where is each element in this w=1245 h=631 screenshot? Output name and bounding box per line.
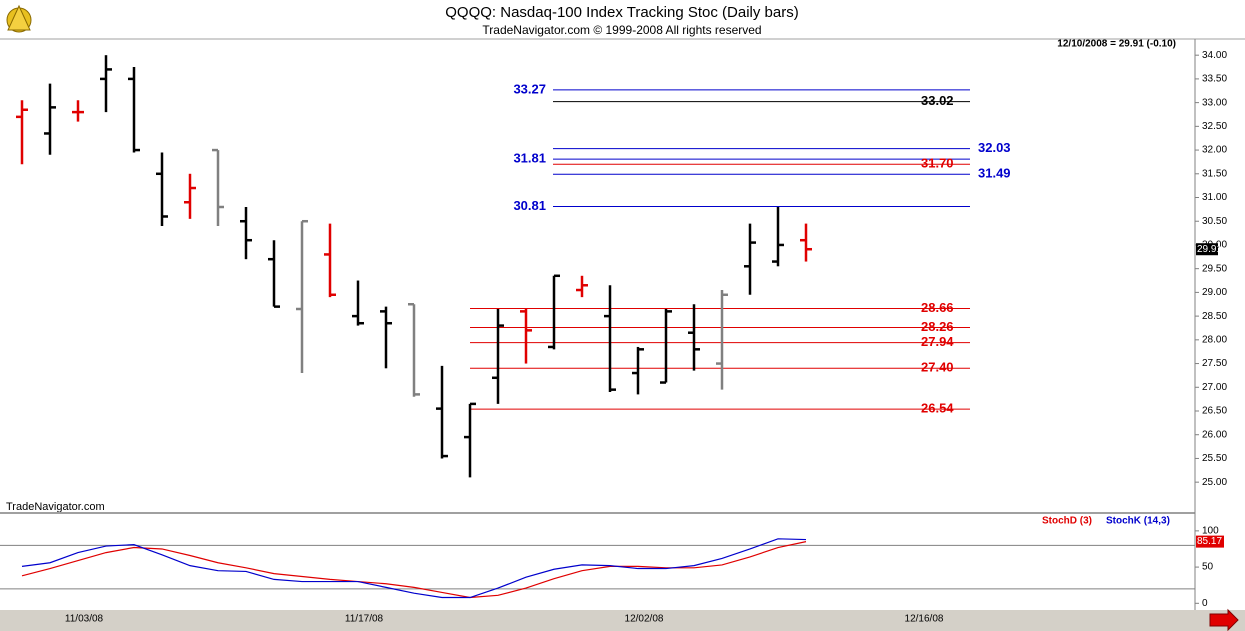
- level-label: 31.81: [513, 151, 546, 166]
- y-tick-label: 32.50: [1202, 121, 1227, 132]
- stoch-line: [21, 538, 807, 599]
- y-tick-label: 29.00: [1202, 287, 1227, 298]
- y-tick-label: 28.50: [1202, 311, 1227, 322]
- y-tick-label: 25.50: [1202, 453, 1227, 464]
- scroll-arrow[interactable]: [1209, 608, 1239, 631]
- last-price: 29.91: [1197, 244, 1222, 255]
- legend-entry: StochK (14,3): [1106, 516, 1170, 527]
- logo: [6, 4, 32, 33]
- level-label: 33.02: [921, 93, 954, 108]
- y-tick-label: 31.00: [1202, 192, 1227, 203]
- x-tick-label: 11/03/08: [65, 614, 104, 625]
- date-strip: [0, 610, 1245, 631]
- y-tick-label: 27.50: [1202, 358, 1227, 369]
- level-label: 26.54: [921, 401, 954, 416]
- y-tick-label: 100: [1202, 526, 1219, 537]
- level-label: 31.70: [921, 156, 954, 171]
- y-tick-label: 26.50: [1202, 406, 1227, 417]
- title: QQQQ: Nasdaq-100 Index Tracking Stoc (Da…: [445, 4, 798, 21]
- level-label: 33.27: [513, 81, 546, 96]
- subtitle: TradeNavigator.com © 1999-2008 All right…: [482, 23, 761, 37]
- level-label: 30.81: [513, 198, 546, 213]
- y-tick-label: 33.00: [1202, 97, 1227, 108]
- last-price-box: [1196, 243, 1218, 256]
- x-tick-label: 12/16/08: [905, 614, 944, 625]
- y-tick-label: 33.50: [1202, 74, 1227, 85]
- x-tick-label: 12/02/08: [625, 614, 664, 625]
- level-label: 28.26: [921, 319, 954, 334]
- y-tick-label: 25.00: [1202, 477, 1227, 488]
- x-tick-label: 11/17/08: [345, 614, 384, 625]
- legend-entry: StochD (3): [1042, 516, 1092, 527]
- y-tick-label: 29.50: [1202, 263, 1227, 274]
- annotation: 12/10/2008 = 29.91 (-0.10): [1057, 39, 1176, 50]
- level-label: 28.66: [921, 300, 954, 315]
- y-tick-label: 27.00: [1202, 382, 1227, 393]
- y-tick-label: 50: [1202, 562, 1214, 573]
- watermark: TradeNavigator.com: [6, 501, 105, 513]
- last-value: 85.17: [1197, 536, 1222, 547]
- level-label: 31.49: [978, 166, 1011, 181]
- y-tick-label: 31.50: [1202, 168, 1227, 179]
- y-tick-label: 34.00: [1202, 50, 1227, 61]
- y-tick-label: 26.00: [1202, 429, 1227, 440]
- last-value-box: [1196, 535, 1224, 548]
- y-tick-label: 30.50: [1202, 216, 1227, 227]
- level-label: 32.03: [978, 140, 1011, 155]
- y-tick-label: 0: [1202, 598, 1208, 609]
- level-label: 27.94: [921, 334, 954, 349]
- level-label: 27.40: [921, 360, 954, 375]
- y-tick-label: 28.00: [1202, 334, 1227, 345]
- y-tick-label: 32.00: [1202, 145, 1227, 156]
